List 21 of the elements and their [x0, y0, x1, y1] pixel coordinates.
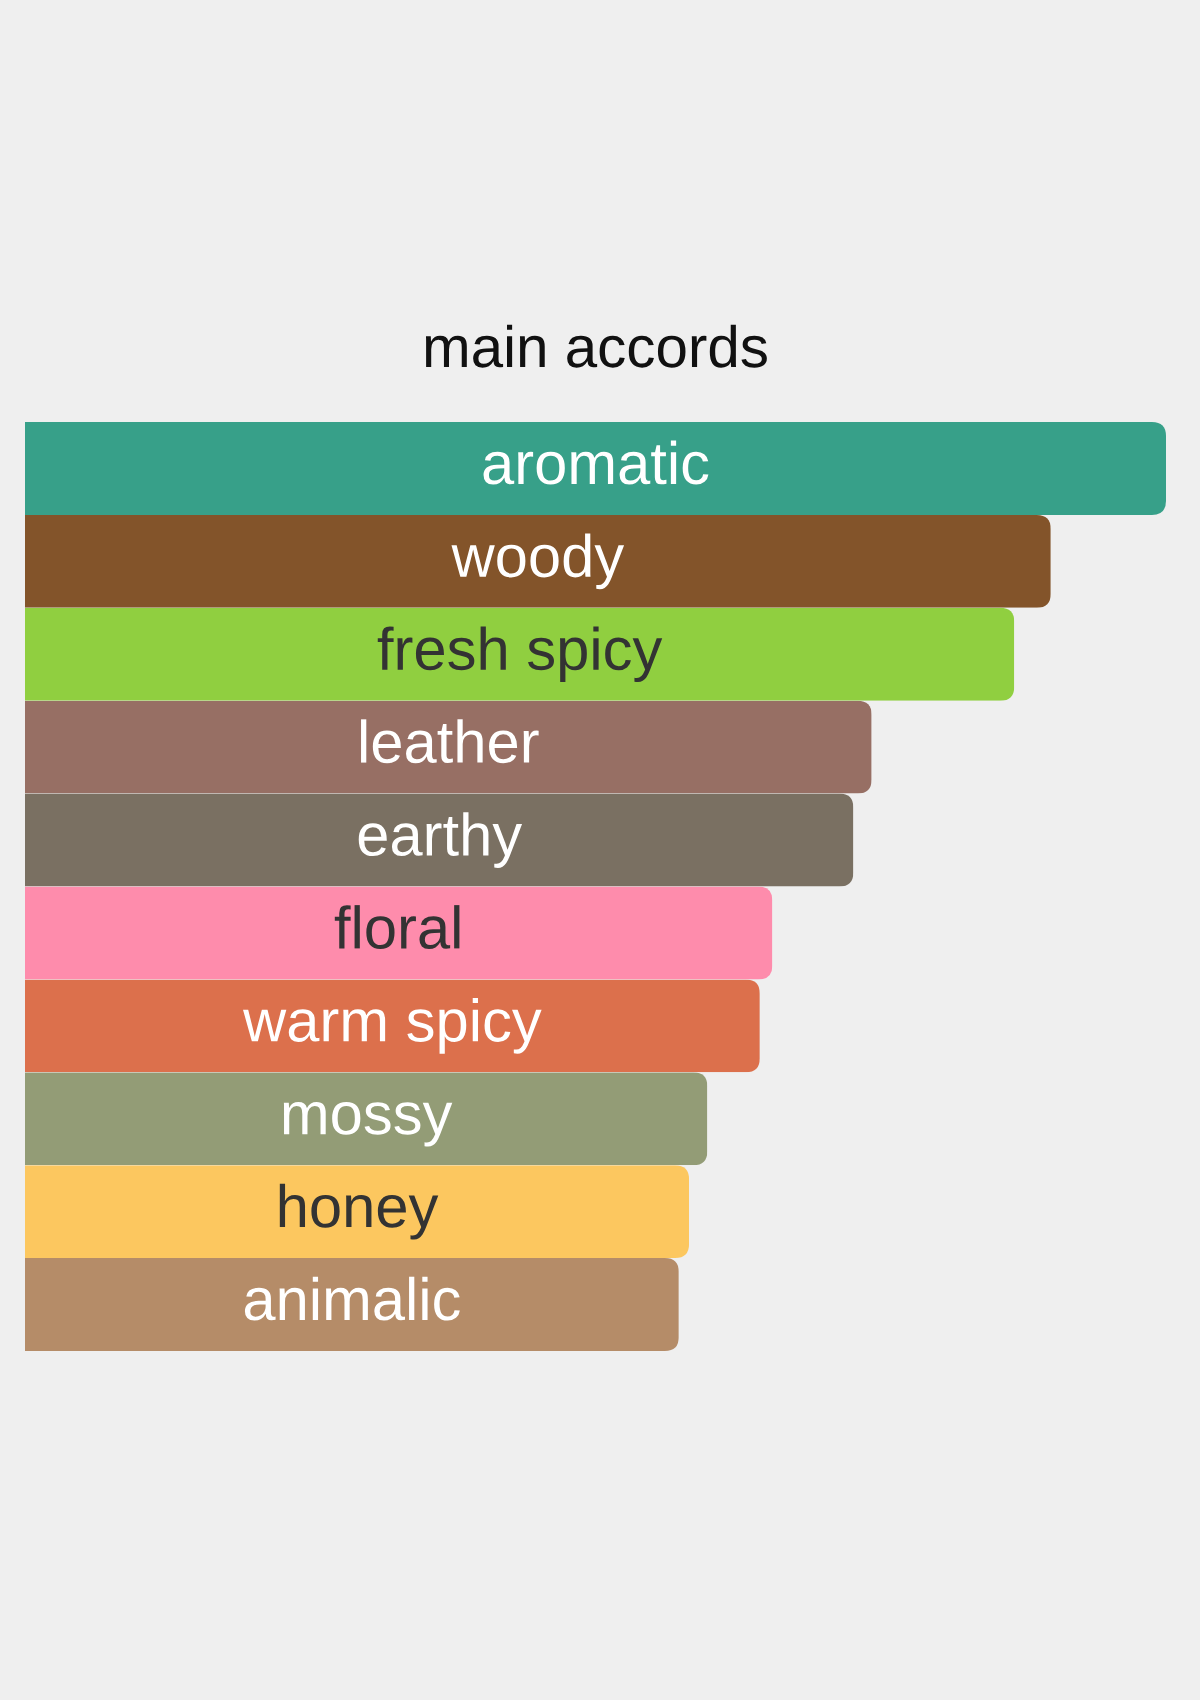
- y-tick-label: mossy: [283, 1102, 453, 1147]
- bar: [25, 886, 773, 980]
- bar: [25, 514, 1051, 608]
- y-tick-label: woody: [451, 533, 625, 590]
- bar: [25, 700, 872, 794]
- y-tick-label: honey: [279, 1183, 439, 1240]
- y-tick-label: earthy: [358, 812, 523, 868]
- y-tick-label: aromatic: [483, 440, 709, 485]
- y-tick-label: animalic: [244, 1276, 460, 1321]
- bar: [25, 1072, 708, 1166]
- y-tick-label: floral: [334, 905, 460, 949]
- bar: [25, 422, 1166, 515]
- y-tick-label: fresh spicy: [377, 626, 663, 683]
- y-tick-label: leather: [361, 719, 539, 764]
- bar: [25, 1165, 690, 1259]
- chart-title: main accords: [425, 324, 767, 368]
- bar: [25, 793, 854, 887]
- bar: [25, 979, 760, 1073]
- bar: [25, 607, 1015, 701]
- bar: [25, 1258, 679, 1351]
- y-tick-label: warm spicy: [243, 998, 542, 1054]
